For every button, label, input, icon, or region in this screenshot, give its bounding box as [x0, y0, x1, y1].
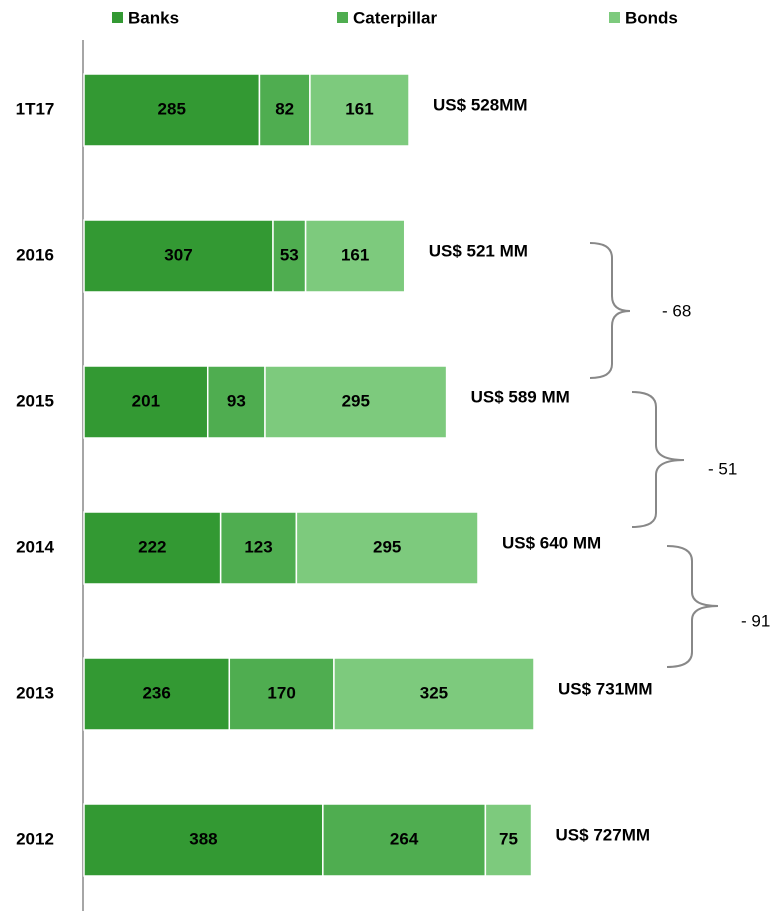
category-label: 2016 — [16, 245, 54, 264]
change-label: - 68 — [662, 301, 691, 320]
legend-swatch — [609, 12, 620, 23]
bar-segment — [258, 73, 311, 147]
total-label: US$ 589 MM — [471, 387, 570, 406]
value-label: 161 — [341, 245, 369, 264]
legend-swatch — [337, 12, 348, 23]
total-label: US$ 528MM — [433, 95, 527, 114]
legend-label: Bonds — [625, 8, 678, 27]
category-label: 2014 — [16, 537, 54, 556]
value-label: 388 — [189, 829, 217, 848]
total-label: US$ 640 MM — [502, 533, 601, 552]
bar-segment — [83, 657, 231, 731]
value-label: 82 — [275, 99, 294, 118]
category-label: 2015 — [16, 391, 54, 410]
value-label: 285 — [158, 99, 186, 118]
value-label: 93 — [227, 391, 246, 410]
value-label: 53 — [280, 245, 299, 264]
value-label: 307 — [164, 245, 192, 264]
legend-label: Caterpillar — [353, 8, 437, 27]
legend-swatch — [112, 12, 123, 23]
value-label: 170 — [267, 683, 295, 702]
bar-segment — [83, 803, 324, 877]
bar-segment — [309, 73, 410, 147]
bar-segment — [295, 511, 479, 585]
bar-segment — [228, 657, 335, 731]
bar-segment — [304, 219, 406, 293]
bar-segment — [219, 511, 298, 585]
value-label: 295 — [342, 391, 370, 410]
change-label: - 51 — [708, 459, 737, 478]
category-label: 1T17 — [16, 99, 55, 118]
bracket — [631, 391, 685, 528]
legend-label: Banks — [128, 8, 179, 27]
category-label: 2012 — [16, 829, 54, 848]
bracket — [666, 545, 719, 668]
value-label: 264 — [390, 829, 419, 848]
value-label: 201 — [132, 391, 160, 410]
bar-segment — [484, 803, 533, 877]
value-label: 75 — [499, 829, 518, 848]
total-label: US$ 727MM — [556, 825, 650, 844]
total-label: US$ 731MM — [558, 679, 652, 698]
value-label: 236 — [142, 683, 170, 702]
value-label: 161 — [345, 99, 373, 118]
total-label: US$ 521 MM — [429, 241, 528, 260]
category-label: 2013 — [16, 683, 54, 702]
bracket — [589, 242, 631, 379]
value-label: 123 — [244, 537, 272, 556]
value-label: 222 — [138, 537, 166, 556]
bar-segment — [264, 365, 448, 439]
bar-segment — [333, 657, 535, 731]
bar-segment — [322, 803, 487, 877]
value-label: 295 — [373, 537, 401, 556]
bar-segment — [83, 511, 222, 585]
change-label: - 91 — [741, 611, 770, 630]
value-label: 325 — [420, 683, 448, 702]
